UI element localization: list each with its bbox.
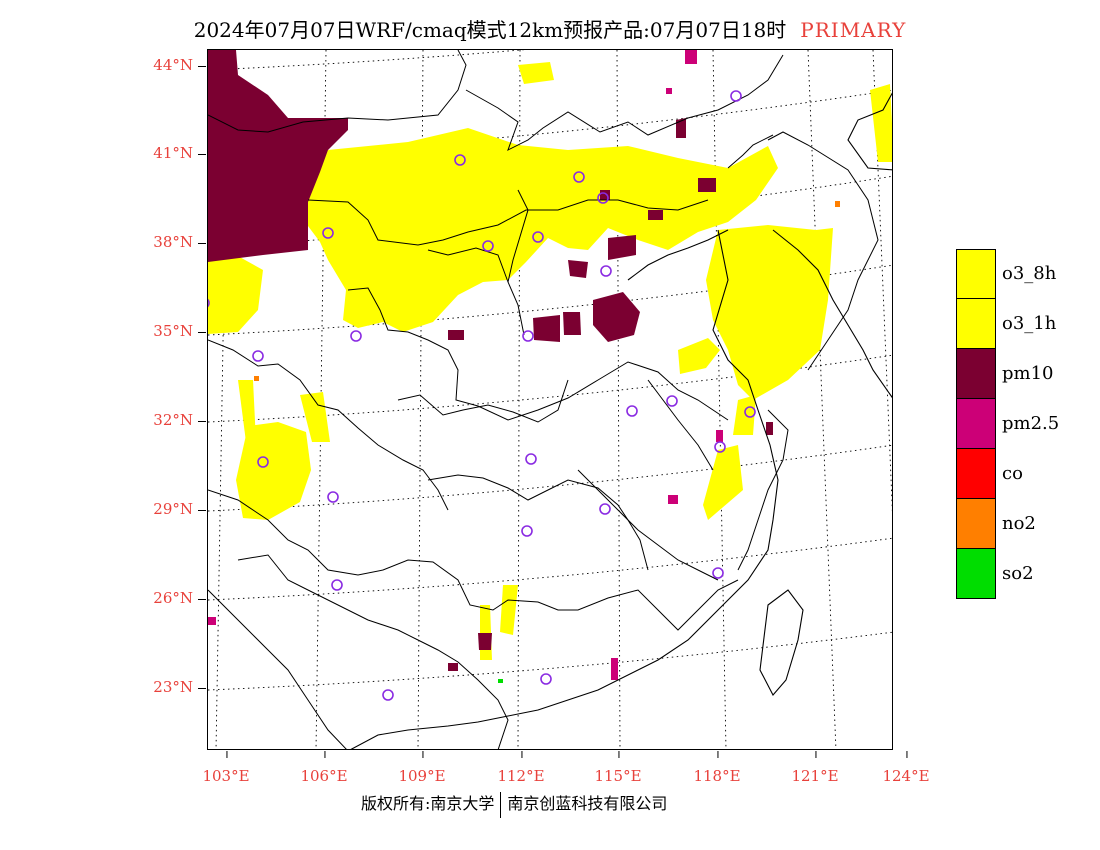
lon-label-112: 112°E xyxy=(497,751,545,785)
legend-swatch xyxy=(956,399,996,449)
legend-swatch xyxy=(956,449,996,499)
lat-label-23: 23°N xyxy=(153,678,206,696)
lat-label-38: 38°N xyxy=(153,233,206,251)
legend-label: co xyxy=(1002,463,1023,484)
legend-swatch xyxy=(956,499,996,549)
lat-label-26: 26°N xyxy=(153,589,206,607)
legend-label: no2 xyxy=(1002,513,1036,534)
no2-field xyxy=(254,201,840,381)
station-markers xyxy=(208,90,756,701)
footer-right: 南京创蓝科技有限公司 xyxy=(507,794,668,813)
legend-label: pm10 xyxy=(1002,363,1054,384)
forecast-map[interactable] xyxy=(207,49,893,750)
lon-label-109: 109°E xyxy=(398,751,446,785)
lon-label-103: 103°E xyxy=(202,751,250,785)
coastline xyxy=(350,92,892,749)
lon-label-106: 106°E xyxy=(300,751,348,785)
lat-label-44: 44°N xyxy=(153,56,206,74)
lon-label-121: 121°E xyxy=(791,751,839,785)
lon-label-124: 124°E xyxy=(882,751,930,785)
legend-label: o3_1h xyxy=(1002,313,1057,334)
pm25-field xyxy=(208,50,723,680)
legend-swatch xyxy=(956,249,996,299)
lat-label-32: 32°N xyxy=(153,411,206,429)
lat-label-41: 41°N xyxy=(153,144,206,162)
pm10-field xyxy=(208,50,773,671)
o3-field xyxy=(208,62,892,660)
so2-field xyxy=(498,679,503,683)
legend-label: so2 xyxy=(1002,563,1034,584)
boundaries xyxy=(208,50,879,749)
copyright-footer: 版权所有:南京大学 南京创蓝科技有限公司 xyxy=(361,790,667,818)
title-tag: PRIMARY xyxy=(800,18,907,42)
footer-divider xyxy=(500,791,502,818)
legend-label: pm2.5 xyxy=(1002,413,1060,434)
legend-swatch xyxy=(956,299,996,349)
lon-label-115: 115°E xyxy=(594,751,642,785)
title-text: 2024年07月07日WRF/cmaq模式12km预报产品:07月07日18时 xyxy=(193,18,787,42)
legend-swatch xyxy=(956,349,996,399)
lat-label-35: 35°N xyxy=(153,322,206,340)
lat-label-29: 29°N xyxy=(153,500,206,518)
legend-label: o3_8h xyxy=(1002,263,1057,284)
footer-left: 版权所有:南京大学 xyxy=(361,794,495,813)
map-title: 2024年07月07日WRF/cmaq模式12km预报产品:07月07日18时 P… xyxy=(0,14,1100,43)
legend-swatch xyxy=(956,549,996,599)
lon-label-118: 118°E xyxy=(693,751,741,785)
